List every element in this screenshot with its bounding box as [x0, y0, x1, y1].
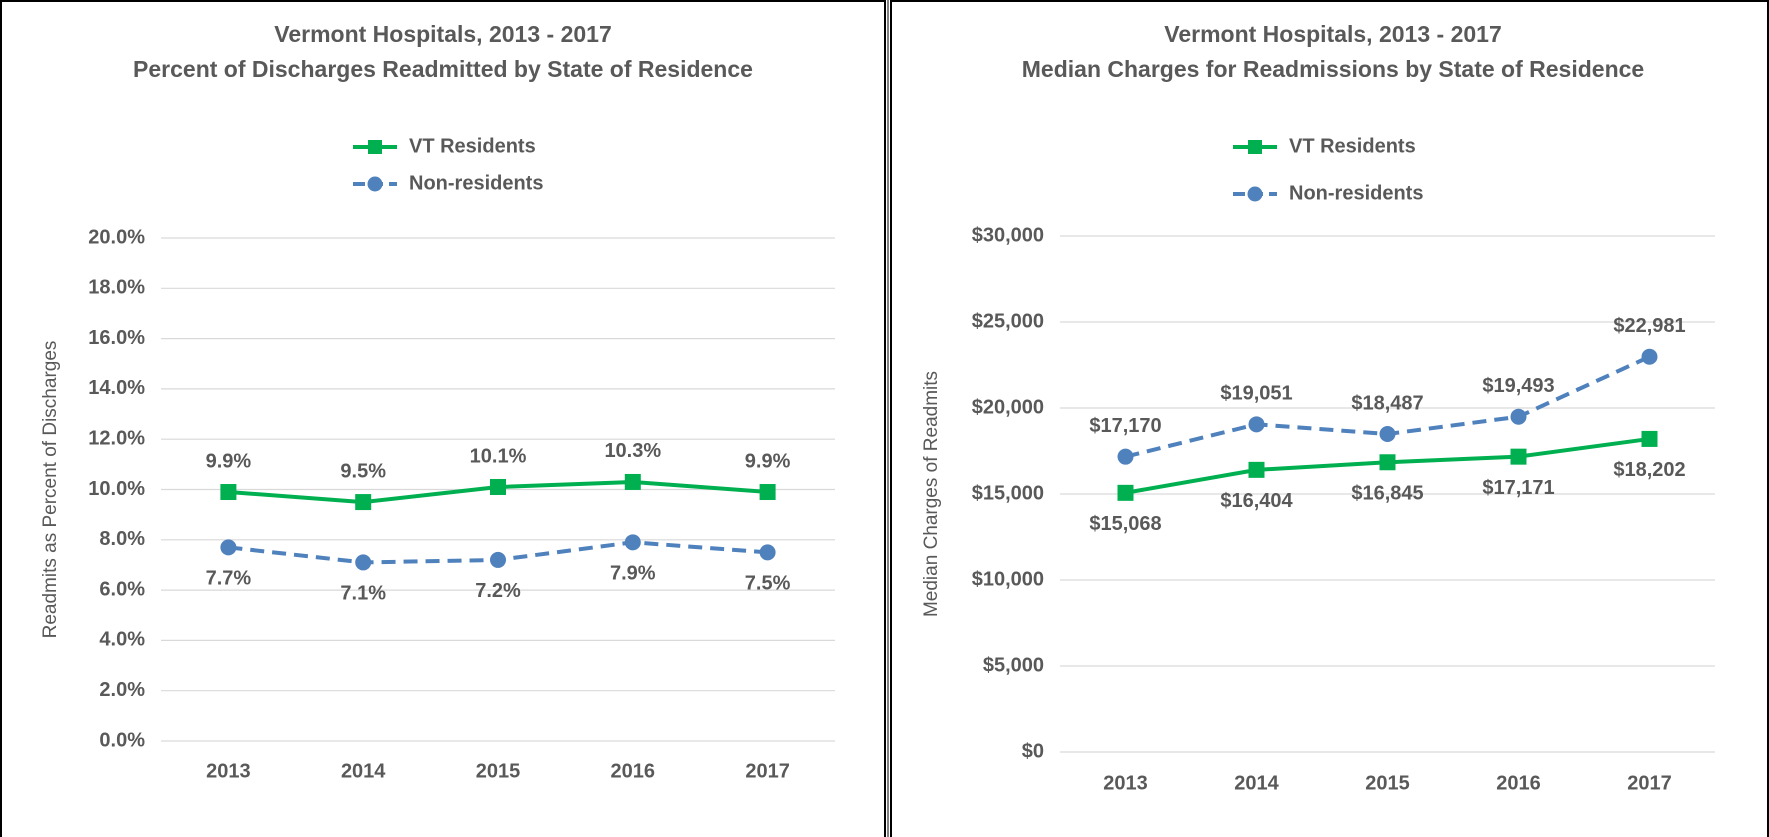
y-tick-label: 2.0%	[99, 679, 145, 701]
y-tick-label: 16.0%	[88, 327, 145, 349]
chart-title: Vermont Hospitals, 2013 - 2017	[1164, 21, 1502, 47]
data-label: $15,068	[1089, 513, 1161, 535]
data-point	[355, 554, 372, 571]
data-label: 7.2%	[475, 580, 521, 602]
x-tick-label: 2015	[476, 760, 521, 782]
data-label: $19,051	[1220, 383, 1292, 405]
data-label: $16,845	[1351, 483, 1423, 505]
data-point	[490, 551, 506, 568]
y-tick-label: 12.0%	[88, 427, 145, 449]
y-tick-label: $5,000	[983, 654, 1044, 676]
y-tick-label: 8.0%	[99, 528, 145, 550]
panel-median-charges: Vermont Hospitals, 2013 - 2017 Median Cha…	[921, 21, 1715, 794]
y-tick-label: 18.0%	[88, 277, 145, 299]
x-tick-label: 2017	[1627, 772, 1672, 794]
data-point	[1510, 408, 1527, 425]
x-tick-label: 2016	[1496, 772, 1541, 794]
y-tick-label: $0	[1022, 740, 1044, 762]
legend-label: Non-residents	[409, 172, 543, 194]
x-tick-label: 2015	[1365, 772, 1410, 794]
chart-title: Vermont Hospitals, 2013 - 2017	[274, 21, 612, 47]
panel-border	[0, 0, 886, 837]
data-point	[1248, 416, 1265, 433]
legend-marker	[367, 176, 383, 192]
data-point	[1641, 430, 1658, 447]
y-axis-label: Median Charges of Readmits	[921, 371, 942, 617]
data-label: 7.1%	[340, 583, 386, 605]
x-tick-label: 2014	[1234, 772, 1279, 794]
data-point	[1248, 461, 1265, 478]
y-tick-label: $30,000	[972, 224, 1044, 246]
y-tick-label: $20,000	[972, 396, 1044, 418]
legend-marker	[368, 140, 382, 154]
legend-label: VT Residents	[409, 135, 536, 157]
data-point	[1379, 426, 1396, 443]
x-tick-label: 2014	[341, 760, 386, 782]
legend-label: VT Residents	[1289, 135, 1416, 157]
chart-subtitle: Percent of Discharges Readmitted by Stat…	[133, 56, 753, 82]
data-label: $18,202	[1613, 459, 1685, 481]
legend-marker	[1248, 140, 1262, 154]
data-label: $19,493	[1482, 375, 1554, 397]
data-label: 7.9%	[610, 563, 656, 585]
data-point	[1117, 484, 1134, 501]
data-point	[624, 534, 641, 551]
data-label: $22,981	[1613, 315, 1685, 337]
data-label: $16,404	[1220, 490, 1293, 512]
data-label: $17,170	[1089, 415, 1161, 437]
data-label: 7.7%	[206, 568, 252, 590]
data-label: 10.1%	[470, 445, 527, 467]
data-label: 10.3%	[604, 440, 661, 462]
data-label: 9.5%	[340, 460, 386, 482]
x-tick-label: 2016	[611, 760, 656, 782]
data-point	[1510, 448, 1527, 465]
x-tick-label: 2013	[206, 760, 251, 782]
data-point	[1641, 348, 1658, 365]
y-tick-label: $15,000	[972, 482, 1044, 504]
y-tick-label: 6.0%	[99, 578, 145, 600]
data-point	[759, 484, 776, 501]
data-label: $17,171	[1482, 477, 1554, 499]
data-label: 7.5%	[745, 573, 791, 595]
x-tick-label: 2013	[1103, 772, 1148, 794]
legend-marker	[1247, 186, 1263, 202]
data-point	[759, 544, 776, 561]
y-tick-label: $10,000	[972, 568, 1044, 590]
y-tick-label: 20.0%	[88, 226, 145, 248]
chart-subtitle: Median Charges for Readmissions by State…	[1022, 56, 1644, 82]
data-label: 9.9%	[206, 450, 252, 472]
y-tick-label: 10.0%	[88, 478, 145, 500]
y-tick-label: $25,000	[972, 310, 1044, 332]
data-point	[1117, 448, 1134, 465]
legend-label: Non-residents	[1289, 182, 1423, 204]
data-point	[490, 478, 506, 495]
panel-border	[890, 0, 1769, 837]
y-tick-label: 14.0%	[88, 377, 145, 399]
data-point	[624, 473, 641, 490]
data-point	[355, 494, 372, 511]
panel-readmit-percent: Vermont Hospitals, 2013 - 2017 Percent of…	[40, 21, 835, 782]
y-tick-label: 0.0%	[99, 729, 145, 751]
y-tick-label: 4.0%	[99, 629, 145, 651]
data-label: $18,487	[1351, 392, 1423, 414]
x-tick-label: 2017	[745, 760, 790, 782]
data-point	[220, 484, 237, 501]
data-point	[1379, 454, 1396, 471]
y-axis-label: Readmits as Percent of Discharges	[40, 341, 61, 639]
data-label: 9.9%	[745, 450, 791, 472]
data-point	[220, 539, 237, 556]
